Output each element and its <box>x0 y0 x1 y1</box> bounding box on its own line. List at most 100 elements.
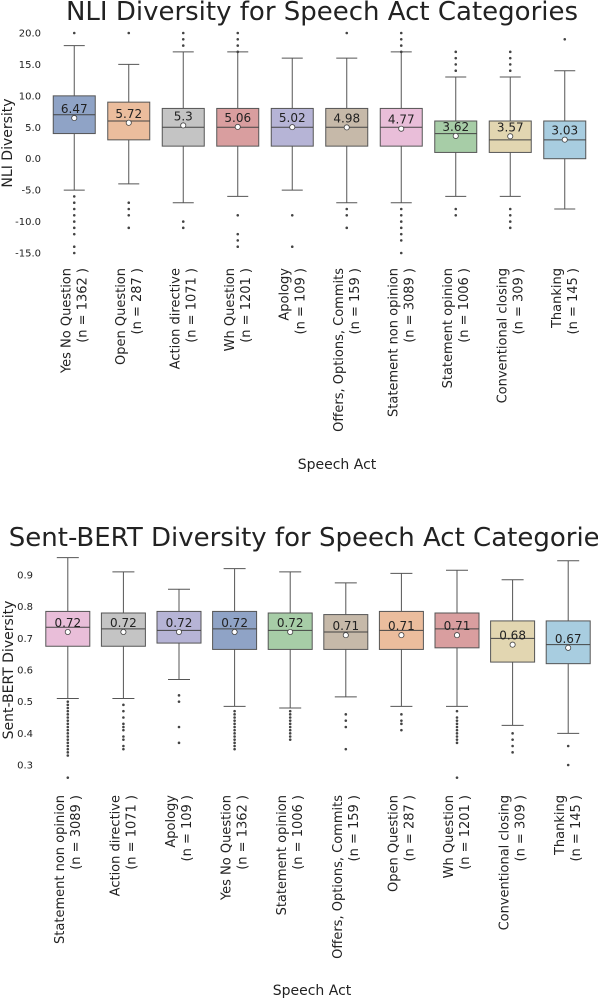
y-tick-label: 0.0 <box>25 154 41 165</box>
outlier-point <box>236 37 240 41</box>
y-axis-label: NLI Diversity <box>0 98 16 187</box>
outlier-point <box>399 31 403 35</box>
outlier-point <box>233 732 236 735</box>
y-tick-label: 5.0 <box>25 123 41 134</box>
outlier-point <box>122 747 125 751</box>
y-tick-label: 0.6 <box>17 666 33 677</box>
y-tick-label: 0.5 <box>17 697 33 708</box>
chart-title: NLI Diversity for Speech Act Categories <box>66 0 578 27</box>
category-count: (n = 1071 ) <box>124 795 139 870</box>
outlier-point <box>288 725 292 729</box>
outlier-point <box>66 719 70 722</box>
mean-label: 0.72 <box>54 616 81 630</box>
mean-point <box>289 124 296 131</box>
outlier-point <box>290 213 294 217</box>
outlier-point <box>66 728 70 732</box>
category-label: Offers, Options, Commits <box>332 268 347 432</box>
y-tick-label: 0.7 <box>17 634 33 645</box>
outlier-point <box>454 63 458 66</box>
outlier-point <box>508 56 512 60</box>
outlier-point <box>399 50 403 54</box>
category-count: (n = 3089 ) <box>69 795 84 870</box>
outlier-point <box>399 226 403 230</box>
box-group: 0.71 Open Question (n = 287 ) <box>378 572 424 892</box>
nli-diversity-chart: NLI Diversity for Speech Act Categories 2… <box>0 0 587 473</box>
category-label: Conventional closing <box>495 268 510 403</box>
category-label: Wh Question <box>223 268 238 351</box>
outlier-point <box>508 220 512 223</box>
mean-point <box>120 629 127 636</box>
box-group: 5.06 Wh Question (n = 1201 ) <box>216 31 260 351</box>
outlier-point <box>399 251 403 255</box>
outlier-point <box>233 709 236 713</box>
mean-point <box>343 124 350 131</box>
mean-point <box>453 632 460 639</box>
category-count: (n = 145 ) <box>566 268 581 335</box>
outlier-point <box>233 728 236 732</box>
outlier-point <box>122 716 125 719</box>
outlier-point <box>127 31 131 35</box>
outlier-point <box>233 713 236 716</box>
outlier-point <box>66 747 70 751</box>
outlier-point <box>127 201 131 205</box>
outlier-point <box>66 713 70 716</box>
outlier-point <box>66 751 70 754</box>
outlier-point <box>127 226 131 230</box>
box <box>156 610 202 644</box>
outlier-point <box>455 738 459 741</box>
outlier-point <box>181 226 185 230</box>
outlier-point <box>508 50 512 54</box>
outlier-point <box>400 713 403 716</box>
outlier-point <box>288 722 292 726</box>
outlier-point <box>181 220 185 223</box>
mean-label: 4.98 <box>333 111 360 125</box>
mean-label: 5.02 <box>279 111 306 125</box>
outlier-point <box>236 245 240 249</box>
outlier-point <box>344 719 348 722</box>
category-label: Thanking <box>553 795 568 856</box>
category-count: (n = 109 ) <box>180 795 195 862</box>
category-count: (n = 1362 ) <box>236 795 251 870</box>
outlier-point <box>455 728 459 732</box>
category-label: Apology <box>164 795 179 848</box>
outlier-point <box>508 226 512 230</box>
y-tick-label: 15.0 <box>19 60 41 71</box>
mean-point <box>561 136 568 143</box>
outlier-point <box>72 220 76 223</box>
outlier-point <box>72 213 76 217</box>
mean-label: 3.57 <box>497 120 524 134</box>
outlier-point <box>511 738 514 741</box>
category-label: Action directive <box>168 268 183 369</box>
outlier-point <box>233 747 236 751</box>
outlier-point <box>122 709 125 713</box>
category-count: (n = 287 ) <box>130 268 145 335</box>
outlier-point <box>72 201 76 205</box>
box-group: 0.72 Apology (n = 109 ) <box>156 588 202 862</box>
outlier-point <box>127 213 131 217</box>
outlier-point <box>344 725 348 729</box>
category-count: (n = 3089 ) <box>402 268 417 343</box>
outlier-point <box>66 732 70 735</box>
outlier-point <box>455 732 459 735</box>
category-count: (n = 287 ) <box>402 795 417 862</box>
category-label: Yes No Question <box>220 795 235 901</box>
category-count: (n = 1006 ) <box>457 268 472 343</box>
category-count: (n = 1071 ) <box>184 268 199 343</box>
outlier-point <box>455 716 459 719</box>
mean-label: 0.72 <box>277 616 304 630</box>
x-axis-label: Speech Act <box>273 983 352 998</box>
category-label: Wh Question <box>442 795 457 878</box>
category-label: Yes No Question <box>59 268 74 374</box>
y-tick-label: -10.0 <box>15 217 41 228</box>
sent-bert-diversity-chart: Sent-BERT Diversity for Speech Act Categ… <box>1 523 598 999</box>
category-count: (n = 159 ) <box>347 795 362 862</box>
outlier-point <box>454 50 458 54</box>
outlier-point <box>236 213 240 217</box>
y-axis-label: Sent-BERT Diversity <box>1 601 17 740</box>
outlier-point <box>66 709 70 713</box>
outlier-point <box>72 195 76 198</box>
outlier-point <box>455 735 459 738</box>
outlier-point <box>399 213 403 217</box>
mean-label: 6.47 <box>61 102 88 116</box>
outlier-point <box>66 735 70 738</box>
